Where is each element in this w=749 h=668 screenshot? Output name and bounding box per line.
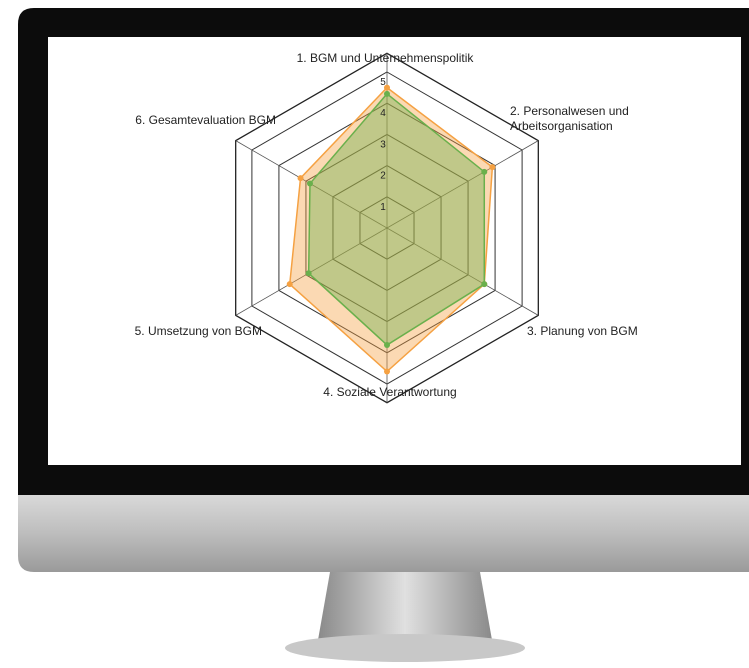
data-point bbox=[306, 180, 313, 187]
monitor-chin bbox=[18, 495, 749, 572]
axis-label: 1. BGM und Unternehmenspolitik bbox=[296, 51, 474, 65]
data-point bbox=[286, 281, 293, 288]
spoke bbox=[386, 140, 539, 229]
monitor-base bbox=[285, 634, 525, 662]
axis-label: 3. Planung von BGM bbox=[527, 324, 638, 338]
data-point bbox=[297, 175, 304, 182]
data-point bbox=[384, 342, 390, 348]
radar-chart: 1 2 3 4 5 bbox=[235, 52, 539, 404]
data-point bbox=[305, 270, 312, 277]
tick-label: 2 bbox=[380, 171, 386, 182]
axis-label: 4. Soziale Verantwortung bbox=[323, 385, 457, 399]
data-point bbox=[481, 281, 488, 288]
tick-label: 1 bbox=[380, 202, 386, 213]
spoke bbox=[386, 227, 539, 316]
axis-label: 5. Umsetzung von BGM bbox=[134, 324, 262, 338]
data-point bbox=[384, 84, 390, 91]
spoke bbox=[235, 227, 388, 316]
tick-label: 3 bbox=[380, 139, 386, 150]
screen bbox=[48, 37, 741, 465]
axis-label: 2. Personalwesen und Arbeitsorganisation bbox=[510, 104, 629, 133]
data-point bbox=[384, 90, 390, 97]
monitor-stand bbox=[318, 572, 492, 640]
axis-label: 6. Gesamtevaluation BGM bbox=[135, 113, 276, 127]
tick-label: 5 bbox=[380, 77, 386, 88]
tick-label: 4 bbox=[380, 108, 386, 119]
data-point bbox=[481, 168, 488, 175]
data-point bbox=[489, 164, 496, 171]
data-point bbox=[384, 368, 390, 375]
